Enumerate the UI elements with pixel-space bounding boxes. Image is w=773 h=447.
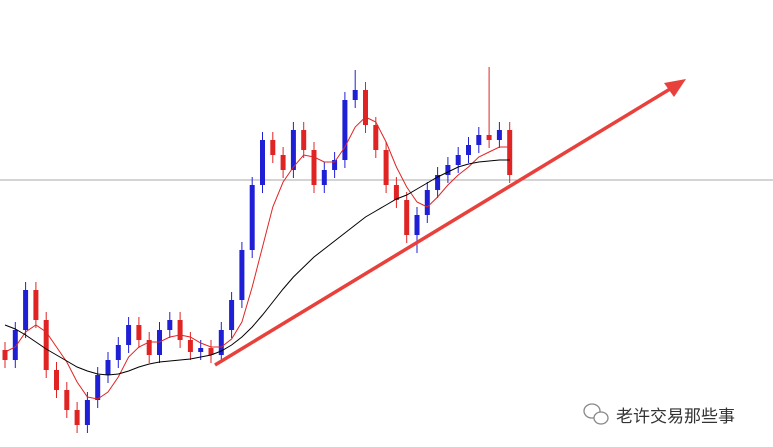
candle-body: [95, 375, 101, 400]
candle-body: [74, 410, 80, 425]
candle-body: [435, 175, 441, 190]
candle-body: [270, 140, 276, 155]
candle-body: [496, 130, 502, 140]
candle-body: [239, 250, 245, 300]
candle-body: [187, 340, 193, 352]
candle-body: [280, 155, 286, 170]
candle-body: [466, 145, 471, 155]
candle-body: [23, 290, 29, 330]
candle-body: [33, 290, 39, 320]
candle-body: [321, 170, 327, 185]
candle-body: [208, 348, 214, 355]
plot-area: [0, 67, 773, 433]
candle-body: [414, 215, 420, 235]
candle-body: [126, 325, 132, 345]
candle-body: [167, 320, 173, 330]
candle-body: [486, 135, 492, 140]
candle-body: [342, 100, 348, 160]
watermark: 老许交易那些事: [616, 407, 735, 427]
candle-body: [43, 320, 49, 370]
trend-arrow-head: [664, 79, 686, 97]
trend-line: [214, 84, 676, 367]
candle-body: [445, 165, 451, 175]
candle-body: [198, 348, 204, 352]
candle-body: [249, 185, 255, 250]
moving-average-line: [4, 116, 510, 400]
candle-body: [64, 390, 70, 410]
candle-body: [229, 300, 235, 330]
candle-body: [2, 350, 8, 360]
candle-body: [332, 160, 338, 170]
candle-body: [383, 150, 389, 185]
candle-body: [290, 130, 296, 170]
candle-body: [12, 330, 18, 360]
candle-body: [177, 320, 183, 340]
candle-body: [218, 330, 224, 355]
candle-body: [352, 90, 358, 100]
candle-body: [373, 125, 379, 150]
candle-body: [455, 155, 461, 165]
candle-body: [393, 185, 399, 200]
candle-body: [260, 140, 265, 185]
candle-body: [301, 130, 307, 150]
candle-body: [146, 340, 152, 355]
candle-body: [105, 360, 111, 375]
candle-body: [115, 345, 121, 360]
candle-body: [476, 135, 482, 145]
moving-average-line: [4, 159, 510, 376]
candle-body: [84, 400, 90, 425]
candle-body: [507, 130, 513, 175]
candle-body: [54, 370, 59, 390]
candle-body: [311, 150, 317, 185]
wechat-icon: [583, 403, 609, 425]
candle-body: [424, 190, 430, 215]
candle-body: [136, 325, 142, 340]
candle-body: [404, 200, 410, 235]
candle-body: [363, 90, 368, 125]
